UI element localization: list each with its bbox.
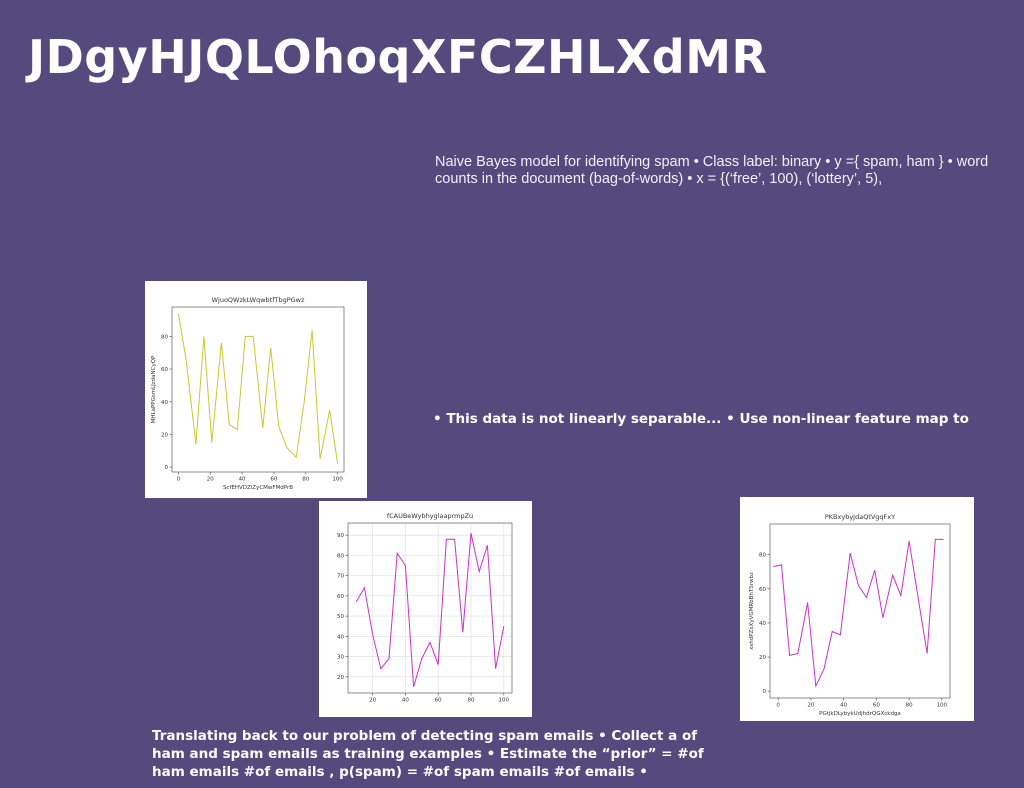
chart1-xtick-label: 80 <box>302 477 309 483</box>
chart2-ytick-label: 30 <box>337 655 344 661</box>
chart2-ytick-label: 50 <box>337 614 344 620</box>
chart3-xlabel: PGtjkDLybykUdjhdrQGXckdga <box>819 711 901 717</box>
chart2-xtick-label: 40 <box>402 698 409 704</box>
chart2-plot-frame <box>347 522 513 694</box>
chart3-xtick-label: 20 <box>807 703 814 709</box>
chart3-ytick-label: 0 <box>763 689 767 695</box>
chart2-ytick-label: 60 <box>337 594 344 600</box>
line-chart-3-svg: 0 20 40 60 80 100 0 20 40 60 80 PKBxybyJdaQtVgqFxY P… <box>749 513 951 717</box>
chart1-series-line <box>177 313 339 464</box>
chart2-xtick-label: 20 <box>369 698 376 704</box>
chart3-title: PKBxybyJdaQtVgqFxY <box>825 513 895 521</box>
chart1-xlabel: ScfEHVDZiZyCMwFMdPrB <box>223 485 293 491</box>
chart1-ytick-label: 0 <box>165 465 169 471</box>
chart2-title: fCAUBeWybhyglaaprmpZu <box>387 512 473 520</box>
chart3-xtick-label: 40 <box>840 703 847 709</box>
line-chart-2-svg: 20 40 60 80 100 20 30 40 50 60 70 80 90 fCAUBeWybhygl… <box>337 512 513 704</box>
body-text-naive-bayes: Naive Bayes model for identifying spam •… <box>435 154 989 187</box>
chart1-xtick-label: 60 <box>270 477 277 483</box>
chart1-xtick-label: 100 <box>332 477 343 483</box>
chart1-ytick-label: 20 <box>161 432 168 438</box>
chart2-ytick-label: 40 <box>337 634 344 640</box>
body-text-nonlinear: • This data is not linearly separable...… <box>433 411 969 427</box>
chart3-series-line <box>773 538 944 688</box>
chart2-series-line <box>355 532 505 688</box>
chart3-ytick-label: 20 <box>759 655 766 661</box>
chart2-xtick-label: 60 <box>435 698 442 704</box>
chart2-ytick-label: 80 <box>337 553 344 559</box>
chart3-ylabel: xshdPZxXyVGMRbBhTSrwbz <box>749 572 755 650</box>
chart1-ytick-label: 80 <box>161 334 168 340</box>
chart3-xtick-label: 100 <box>937 703 948 709</box>
chart2-ytick-label: 70 <box>337 574 344 580</box>
chart2-xtick-label: 100 <box>499 698 510 704</box>
line-chart-1-svg: 0 20 40 60 80 100 0 20 40 60 80 WjuoQWzkLWqwbtfTbgP… <box>151 296 345 491</box>
chart1-ylabel: MHLaPPGsmLJzdaNCyQP <box>151 355 157 423</box>
chart2-ytick-label: 90 <box>337 533 344 539</box>
chart3-xtick-label: 60 <box>873 703 880 709</box>
chart3-xtick-label: 80 <box>906 703 913 709</box>
chart1-xtick-label: 40 <box>239 477 246 483</box>
chart3-ytick-label: 80 <box>759 553 766 559</box>
chart1-title: WjuoQWzkLWqwbtfTbgPGwz <box>212 296 305 304</box>
body-text-spam-emails: Translating back to our problem of detec… <box>152 728 704 780</box>
chart3-ytick-label: 60 <box>759 587 766 593</box>
chart3-plot-frame <box>769 523 951 699</box>
slide-title: JDgyHJQLOhoqXFCZHLXdMR <box>28 30 768 84</box>
chart1-plot-frame <box>171 306 345 473</box>
chart2-ytick-label: 20 <box>337 675 344 681</box>
chart3-xtick-label: 0 <box>776 703 780 709</box>
line-chart-2: 20 40 60 80 100 20 30 40 50 60 70 80 90 fCAUBeWybhygl… <box>319 501 532 717</box>
chart1-xtick-label: 20 <box>207 477 214 483</box>
chart1-xtick-label: 0 <box>177 477 181 483</box>
chart1-ytick-label: 40 <box>161 400 168 406</box>
chart1-ytick-label: 60 <box>161 367 168 373</box>
line-chart-3: 0 20 40 60 80 100 0 20 40 60 80 PKBxybyJdaQtVgqFxY P… <box>740 497 974 721</box>
line-chart-1: 0 20 40 60 80 100 0 20 40 60 80 WjuoQWzkLWqwbtfTbgP… <box>145 281 367 498</box>
chart3-ytick-label: 40 <box>759 621 766 627</box>
chart2-xtick-label: 80 <box>468 698 475 704</box>
